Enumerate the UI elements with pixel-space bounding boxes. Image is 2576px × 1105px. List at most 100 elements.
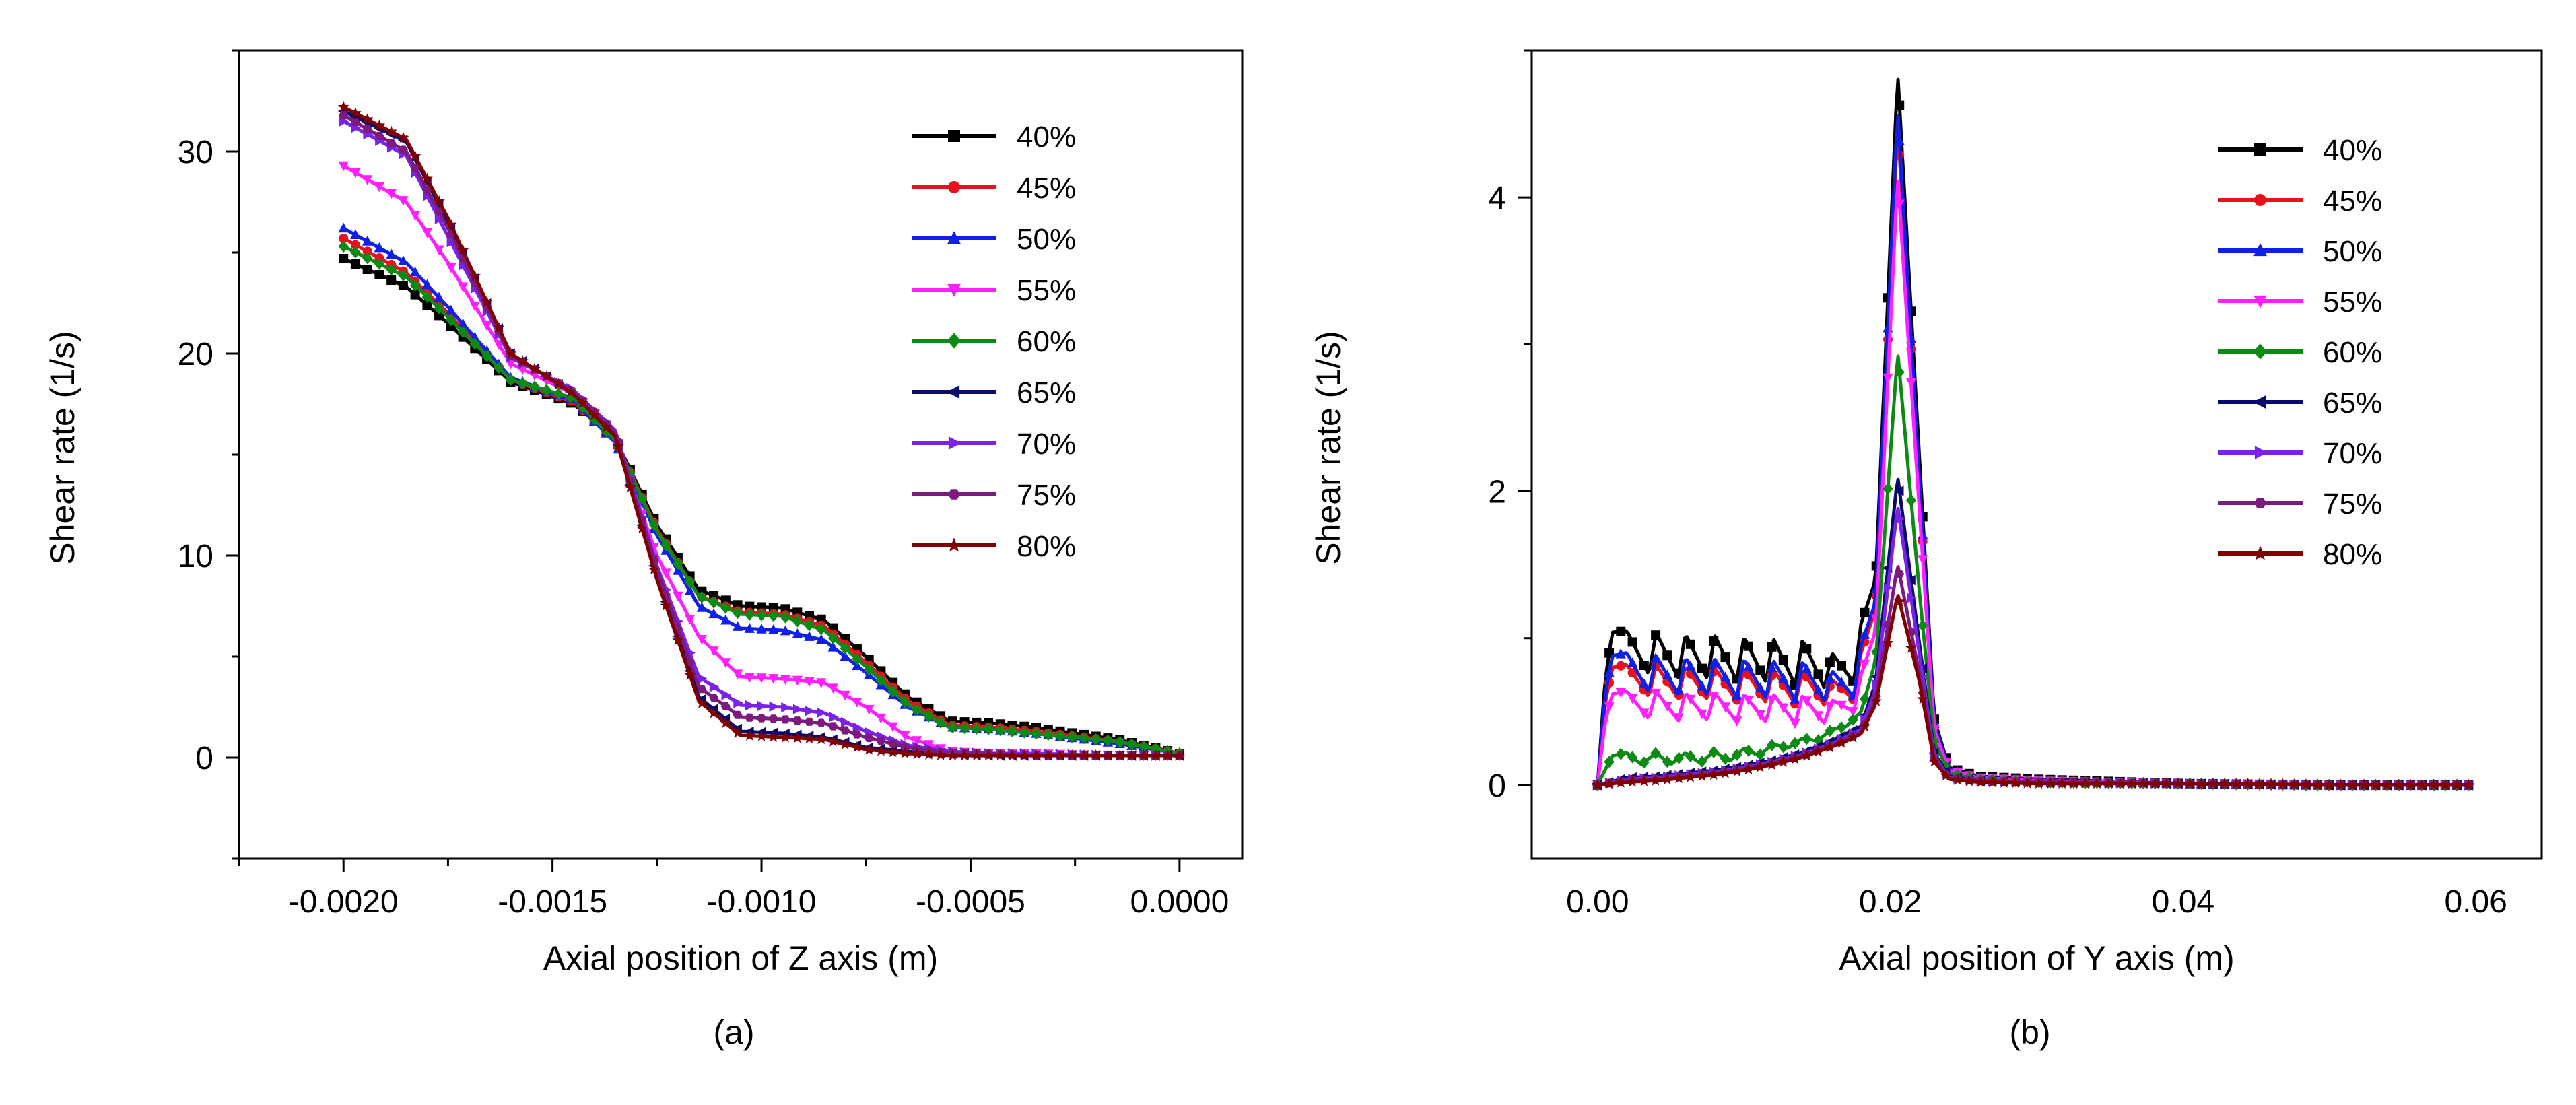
data-point [2218,778,2231,789]
data-point [828,722,838,731]
x-axis-title: Axial position of Y axis (m) [1839,939,2234,977]
data-point [852,698,862,708]
legend-label: 60% [2323,336,2382,369]
data-point [709,694,719,702]
data-point [1825,673,1835,683]
data-point [2265,778,2277,790]
data-point [1743,744,1754,757]
data-point [1091,733,1101,746]
legend-label: 75% [2323,488,2382,521]
data-point [1743,661,1754,671]
data-point [1030,749,1042,761]
data-point [911,747,923,759]
data-point [1720,652,1730,663]
data-point [374,242,385,253]
y-tick-label: 20 [178,337,213,372]
data-point [1893,595,1905,607]
data-point [852,722,863,733]
data-point [421,228,433,238]
data-point [2044,777,2057,789]
x-tick-label: 0.00 [1566,884,1629,920]
data-point [1755,665,1765,675]
series-line [1596,180,2469,787]
legend-item: 40% [2218,134,2382,167]
legend-marker [947,231,961,244]
data-point [1078,749,1090,761]
data-point [696,602,708,612]
data-point [2358,778,2370,791]
data-point [2276,778,2289,790]
data-point [887,745,899,758]
data-point [1639,756,1650,769]
data-point [529,380,540,393]
series-60% [1592,354,2474,791]
data-point [2114,777,2126,789]
data-point [779,731,792,743]
data-point [1732,690,1742,700]
data-point [409,266,421,277]
data-point [1802,644,1812,654]
data-point [2300,778,2312,790]
data-point [1114,749,1126,761]
data-point [947,749,959,761]
data-point [1685,639,1695,649]
data-point [494,362,504,374]
x-tick-label: 0.04 [2152,884,2214,920]
data-point [1907,593,1917,603]
data-point [863,743,875,755]
data-point [637,492,648,505]
data-point [1895,570,1905,578]
data-point [434,207,444,216]
data-point [1627,751,1638,764]
data-point [504,347,517,359]
data-point [1859,692,1870,706]
data-point [708,707,720,718]
data-point [1138,749,1150,761]
data-point [1801,663,1812,673]
data-point [1685,694,1696,705]
data-point [2393,778,2405,791]
data-point [1650,747,1661,760]
data-point [1126,749,1138,761]
data-point [827,632,839,644]
data-point [1789,753,1801,764]
data-point [791,732,803,743]
data-point [888,739,898,748]
data-point [696,635,708,645]
legend-item: 65% [2218,387,2382,420]
data-point [1801,733,1812,745]
data-point [1918,555,1928,566]
data-point [1697,709,1707,720]
data-point [673,565,683,575]
data-point [792,628,803,638]
data-point [600,421,613,432]
data-point [1672,772,1685,784]
data-point [1054,729,1066,742]
data-point [2183,777,2196,789]
data-point [1755,710,1765,721]
data-point [1766,695,1777,706]
data-point [875,745,887,756]
data-point [386,248,397,259]
y-tick-label: 0 [195,741,213,776]
data-point [2161,777,2173,789]
data-point [1986,776,1998,788]
data-point [1918,619,1928,632]
data-point [564,386,576,397]
x-tick-label: 0.06 [2444,884,2507,920]
data-point [899,747,911,758]
data-point [1006,749,1019,761]
legend-label: 65% [1017,376,1076,409]
series-55% [1592,180,2474,791]
data-point [1732,716,1742,727]
data-point [362,113,374,125]
data-point [827,683,839,694]
data-point [1102,734,1114,747]
data-point [840,642,850,655]
data-point [1895,513,1905,524]
data-point [1604,667,1615,677]
data-point [2451,778,2463,791]
data-point [1847,731,1859,743]
data-point [1778,703,1789,714]
data-point [1603,778,1615,789]
